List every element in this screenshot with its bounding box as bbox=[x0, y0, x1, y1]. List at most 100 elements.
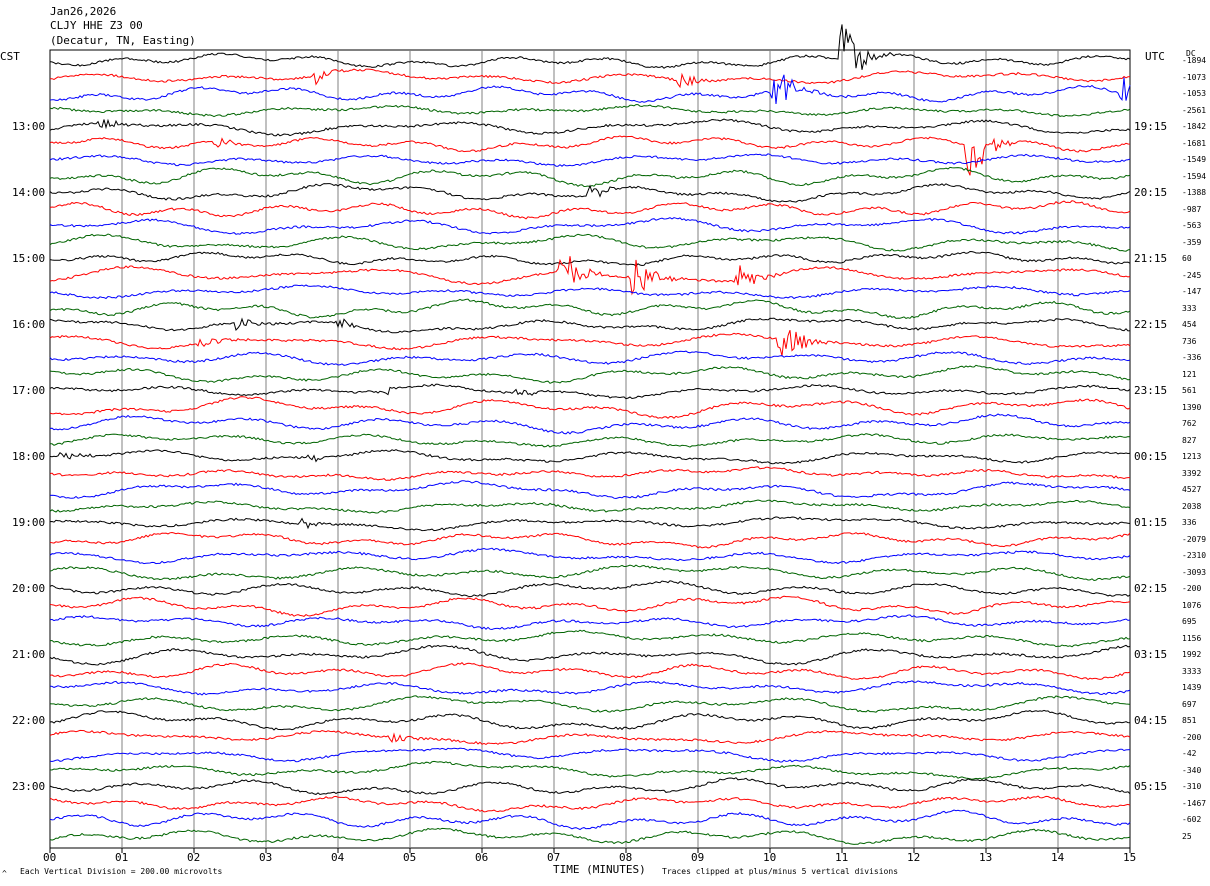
dc-offset-label: -200 bbox=[1182, 732, 1202, 742]
trace-line bbox=[49, 827, 1131, 845]
x-tick-label: 07 bbox=[547, 851, 561, 864]
trace-line bbox=[49, 166, 1131, 188]
trace-line bbox=[49, 662, 1131, 681]
dc-offset-label: -340 bbox=[1182, 765, 1202, 775]
trace-line bbox=[49, 284, 1131, 300]
trace-line bbox=[49, 317, 1131, 334]
trace-line bbox=[49, 760, 1131, 780]
utc-time-label: 02:15 bbox=[1134, 582, 1168, 595]
cst-time-label: 20:00 bbox=[12, 582, 46, 595]
trace-line bbox=[49, 499, 1131, 514]
x-tick-label: 05 bbox=[403, 851, 417, 864]
trace-line bbox=[49, 135, 1131, 176]
dc-offset-label: 4527 bbox=[1182, 485, 1202, 494]
dc-offset-label: -336 bbox=[1182, 353, 1202, 362]
trace-line bbox=[49, 531, 1131, 549]
cst-time-label: 17:00 bbox=[12, 384, 46, 397]
dc-offset-label: -359 bbox=[1182, 237, 1202, 247]
utc-time-label: 01:15 bbox=[1134, 516, 1168, 529]
dc-offset-label: -2079 bbox=[1182, 534, 1207, 544]
x-tick-label: 04 bbox=[331, 851, 345, 864]
trace-line bbox=[49, 466, 1130, 481]
dc-offset-label: 3392 bbox=[1182, 468, 1202, 478]
dc-offset-label: -3093 bbox=[1182, 567, 1207, 577]
dc-offset-label: 827 bbox=[1182, 435, 1197, 445]
dc-offset-label: -602 bbox=[1182, 815, 1202, 824]
dc-offset-label: -1467 bbox=[1182, 798, 1207, 808]
scale-mark: ^ bbox=[2, 869, 7, 878]
station-location: (Decatur, TN, Easting) bbox=[50, 34, 196, 47]
cst-time-label: 19:00 bbox=[12, 516, 46, 529]
clip-note: Traces clipped at plus/minus 5 vertical … bbox=[662, 867, 899, 876]
trace-line bbox=[49, 200, 1131, 220]
utc-time-label: 22:15 bbox=[1134, 318, 1168, 331]
station-code: CLJY HHE Z3 00 bbox=[50, 19, 143, 32]
dc-offset-label: 561 bbox=[1182, 386, 1197, 395]
trace-line bbox=[49, 233, 1131, 252]
dc-offset-label: 851 bbox=[1182, 716, 1197, 725]
cst-time-label: 15:00 bbox=[12, 252, 46, 265]
dc-offset-label: -2561 bbox=[1182, 105, 1207, 115]
trace-line bbox=[49, 777, 1131, 796]
dc-offset-label: 333 bbox=[1182, 303, 1197, 313]
utc-time-label: 00:15 bbox=[1134, 450, 1168, 463]
x-tick-label: 11 bbox=[835, 851, 849, 864]
trace-line bbox=[49, 644, 1131, 666]
dc-offset-label: 1992 bbox=[1182, 650, 1202, 659]
dc-offset-label: 25 bbox=[1182, 831, 1192, 841]
x-tick-label: 14 bbox=[1051, 851, 1065, 864]
dc-offset-label: 736 bbox=[1182, 336, 1197, 346]
trace-line bbox=[49, 795, 1131, 813]
cst-time-label: 16:00 bbox=[12, 318, 46, 331]
x-tick-label: 15 bbox=[1123, 851, 1137, 864]
x-tick-label: 02 bbox=[187, 851, 201, 864]
trace-line bbox=[49, 298, 1131, 319]
trace-line bbox=[49, 118, 1131, 137]
utc-time-label: 20:15 bbox=[1134, 186, 1168, 199]
x-tick-label: 09 bbox=[691, 851, 705, 864]
utc-axis-label: UTC bbox=[1145, 50, 1165, 63]
dc-offset-label: 695 bbox=[1182, 617, 1197, 626]
trace-line bbox=[49, 364, 1131, 384]
cst-time-label: 18:00 bbox=[12, 450, 46, 463]
dc-offset-label: 1390 bbox=[1182, 402, 1202, 412]
dc-offset-label: -147 bbox=[1182, 287, 1202, 296]
utc-time-label: 23:15 bbox=[1134, 384, 1168, 397]
cst-time-label: 14:00 bbox=[12, 186, 46, 199]
dc-offset-label: 1213 bbox=[1182, 452, 1202, 461]
trace-line bbox=[49, 413, 1131, 435]
dc-offset-label: -1681 bbox=[1182, 138, 1207, 148]
dc-offset-label: 1156 bbox=[1182, 633, 1202, 643]
x-tick-label: 08 bbox=[619, 851, 633, 864]
dc-offset-label: -563 bbox=[1182, 221, 1202, 230]
trace-line bbox=[49, 183, 1131, 203]
utc-time-label: 04:15 bbox=[1134, 714, 1168, 727]
trace-line bbox=[49, 595, 1131, 617]
trace-line bbox=[49, 153, 1131, 167]
dc-offset-label: -1549 bbox=[1182, 155, 1207, 164]
trace-line bbox=[49, 747, 1131, 763]
x-tick-label: 06 bbox=[475, 851, 489, 864]
x-tick-label: 03 bbox=[259, 851, 273, 864]
trace-line bbox=[49, 449, 1131, 465]
dc-offset-label: 60 bbox=[1182, 254, 1192, 263]
trace-line bbox=[49, 68, 1130, 89]
dc-offset-label: -1594 bbox=[1182, 171, 1207, 181]
plot-frame bbox=[49, 49, 1131, 849]
dc-offset-label: 336 bbox=[1182, 518, 1197, 527]
dc-offset-label: 1076 bbox=[1182, 600, 1202, 610]
x-tick-label: 12 bbox=[907, 851, 921, 864]
trace-line bbox=[49, 729, 1131, 745]
vertical-scale-note: Each Vertical Division = 200.00 microvol… bbox=[20, 867, 223, 876]
dc-offset-label: 2038 bbox=[1182, 501, 1202, 511]
dc-offset-label: -310 bbox=[1182, 782, 1202, 791]
dc-offset-label: 1439 bbox=[1182, 683, 1202, 692]
trace-line bbox=[49, 396, 1131, 419]
dc-offset-label: -245 bbox=[1182, 270, 1202, 280]
dc-offset-label: 762 bbox=[1182, 419, 1197, 428]
x-tick-label: 01 bbox=[115, 851, 129, 864]
trace-line bbox=[49, 480, 1131, 500]
dc-offset-label: -987 bbox=[1182, 204, 1202, 214]
x-tick-label: 00 bbox=[43, 851, 57, 864]
trace-line bbox=[49, 217, 1131, 235]
